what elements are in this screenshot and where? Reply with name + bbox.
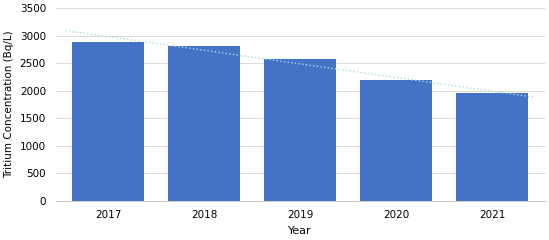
Bar — [360, 80, 432, 201]
X-axis label: Year: Year — [288, 226, 312, 236]
Bar — [72, 42, 144, 201]
Y-axis label: Tritium Concentration (Bq/L): Tritium Concentration (Bq/L) — [4, 30, 14, 178]
Bar — [456, 93, 528, 201]
Bar — [169, 46, 240, 201]
Bar — [264, 59, 336, 201]
